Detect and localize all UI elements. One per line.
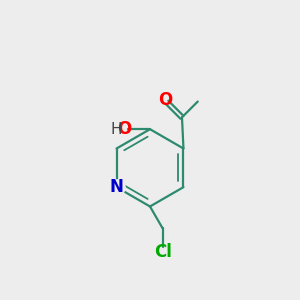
Text: N: N	[110, 178, 124, 196]
Text: O: O	[158, 92, 173, 110]
Text: O: O	[118, 120, 132, 138]
Text: Cl: Cl	[154, 243, 172, 261]
Text: H: H	[111, 122, 122, 137]
